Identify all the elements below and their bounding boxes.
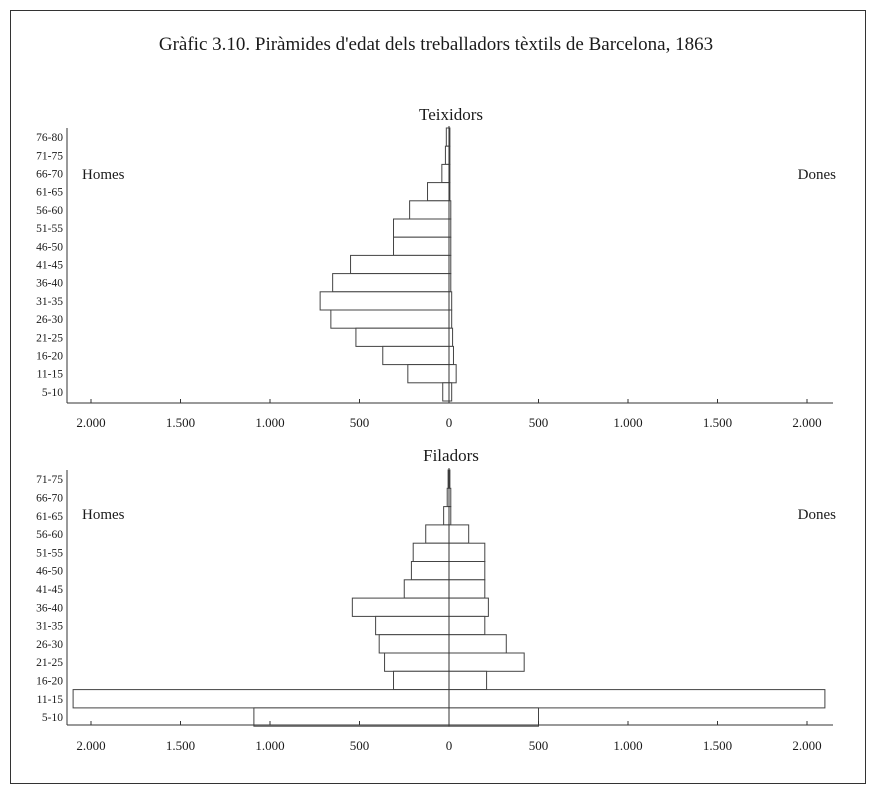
- x-tick-label: 1.500: [166, 415, 195, 430]
- age-tick-label: 26-30: [36, 314, 63, 326]
- bar-dones: [448, 615, 486, 636]
- bar-homes: [443, 506, 450, 526]
- age-tick-label: 16-20: [36, 351, 63, 363]
- age-tick-label: 51-55: [36, 547, 63, 559]
- right-side-label: Dones: [798, 167, 836, 183]
- bar-dones: [448, 670, 488, 691]
- age-tick-label: 21-25: [36, 657, 63, 669]
- age-tick-label: 56-60: [36, 205, 63, 217]
- x-tick-label: 1.000: [255, 415, 284, 430]
- age-tick-label: 21-25: [36, 332, 63, 344]
- bar-homes: [351, 597, 450, 617]
- bar-dones: [448, 561, 486, 581]
- bar-homes: [412, 542, 450, 563]
- x-tick-label: 2.000: [792, 415, 821, 430]
- x-tick-label: 500: [350, 415, 370, 430]
- x-tick-label: 0: [446, 738, 453, 753]
- bar-dones: [448, 327, 454, 347]
- age-tick-label: 5-10: [42, 387, 63, 399]
- bar-homes: [393, 236, 450, 256]
- age-tick-label: 51-55: [36, 223, 63, 235]
- bar-homes: [427, 182, 450, 202]
- panel-subtitle: Teixidors: [419, 105, 483, 124]
- bar-homes: [384, 652, 450, 672]
- x-tick-label: 1.000: [613, 738, 642, 753]
- bar-dones: [448, 542, 486, 563]
- bar-homes: [442, 382, 450, 402]
- bar-dones: [448, 524, 470, 544]
- x-tick-label: 1.000: [613, 415, 642, 430]
- age-tick-label: 61-65: [36, 511, 63, 523]
- age-tick-label: 76-80: [36, 132, 63, 144]
- age-tick-label: 46-50: [36, 566, 63, 578]
- bar-homes: [319, 291, 450, 311]
- left-side-label: Homes: [82, 167, 125, 183]
- age-tick-label: 61-65: [36, 187, 63, 199]
- bar-dones: [448, 597, 489, 617]
- bar-homes: [393, 218, 450, 238]
- bar-homes: [332, 273, 450, 293]
- bar-homes: [350, 254, 450, 275]
- bar-dones: [448, 345, 454, 366]
- age-tick-label: 71-75: [36, 474, 63, 486]
- age-tick-label: 56-60: [36, 529, 63, 541]
- bar-homes: [441, 163, 450, 184]
- age-tick-label: 31-35: [36, 621, 63, 633]
- age-tick-label: 11-15: [37, 369, 64, 381]
- age-tick-label: 46-50: [36, 241, 63, 253]
- age-tick-label: 66-70: [36, 169, 63, 181]
- bar-homes: [410, 561, 450, 581]
- left-side-label: Homes: [82, 507, 125, 523]
- x-tick-label: 0: [446, 415, 453, 430]
- age-tick-label: 36-40: [36, 278, 63, 290]
- chart-frame: [10, 10, 866, 784]
- age-tick-label: 11-15: [37, 694, 64, 706]
- bar-homes: [444, 145, 450, 165]
- pyramid-teixidors: Teixidors Homes Dones 76-80 71-75 66-70 61-65 5…: [36, 105, 836, 430]
- x-tick-label: 1.500: [703, 738, 732, 753]
- x-tick-label: 1.500: [703, 415, 732, 430]
- bar-dones: [448, 689, 826, 709]
- age-tick-label: 16-20: [36, 675, 63, 687]
- bar-homes: [409, 200, 450, 220]
- bar-homes: [382, 345, 450, 366]
- bar-homes: [72, 689, 450, 709]
- bar-homes: [330, 309, 450, 329]
- age-tick-label: 26-30: [36, 639, 63, 651]
- bar-homes: [407, 364, 450, 384]
- bar-homes: [403, 579, 450, 599]
- right-side-label: Dones: [798, 507, 836, 523]
- x-tick-label: 1.500: [166, 738, 195, 753]
- x-tick-label: 2.000: [792, 738, 821, 753]
- x-tick-label: 500: [350, 738, 370, 753]
- x-tick-label: 2.000: [76, 738, 105, 753]
- age-tick-label: 41-45: [36, 584, 63, 596]
- x-tick-label: 500: [529, 738, 549, 753]
- x-tick-label: 2.000: [76, 415, 105, 430]
- age-tick-label: 36-40: [36, 602, 63, 614]
- bar-dones: [448, 634, 507, 654]
- bar-dones: [448, 579, 486, 599]
- x-tick-label: 1.000: [255, 738, 284, 753]
- bar-dones: [448, 707, 539, 727]
- age-tick-label: 31-35: [36, 296, 63, 308]
- age-tick-label: 41-45: [36, 260, 63, 272]
- bar-dones: [448, 364, 457, 384]
- bar-homes: [375, 615, 450, 636]
- bar-homes: [355, 327, 450, 347]
- chart-title: Gràfic 3.10. Piràmides d'edat dels treba…: [159, 34, 713, 55]
- age-tick-label: 66-70: [36, 492, 63, 504]
- bar-dones: [448, 652, 525, 672]
- x-tick-label: 500: [529, 415, 549, 430]
- age-tick-label: 71-75: [36, 150, 63, 162]
- panel-subtitle: Filadors: [423, 446, 479, 465]
- bar-homes: [425, 524, 450, 544]
- bar-homes: [378, 634, 450, 654]
- bar-homes: [393, 670, 450, 691]
- pyramid-filadors: Filadors Homes Dones 71-75 66-70 61-65 56-60 51…: [36, 446, 836, 753]
- bar-homes: [253, 707, 450, 727]
- age-tick-label: 5-10: [42, 712, 63, 724]
